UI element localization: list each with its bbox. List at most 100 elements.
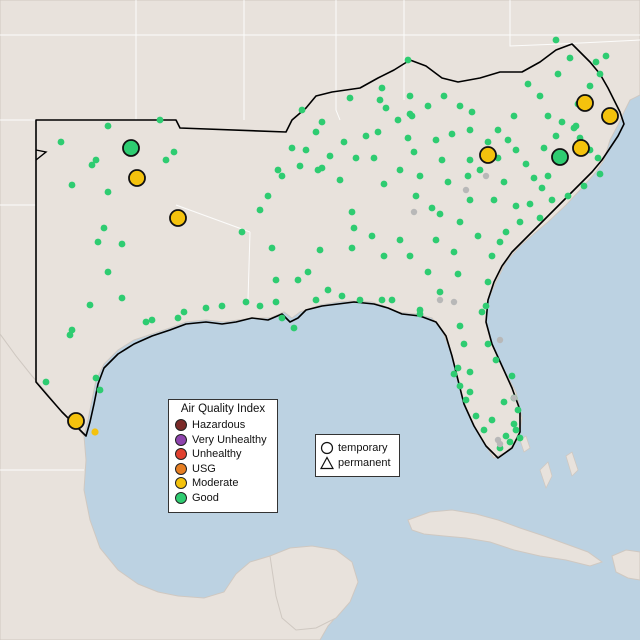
monitor-dot-good[interactable]	[57, 138, 65, 146]
temporary-monitor-moderate[interactable]	[479, 146, 497, 164]
monitor-dot-good[interactable]	[474, 232, 482, 240]
monitor-dot-good[interactable]	[288, 144, 296, 152]
monitor-dot-good[interactable]	[506, 438, 514, 446]
monitor-dot-good[interactable]	[494, 126, 502, 134]
monitor-dot-good[interactable]	[558, 118, 566, 126]
monitor-dot-good[interactable]	[356, 296, 364, 304]
monitor-dot-good[interactable]	[484, 278, 492, 286]
monitor-dot-no-data[interactable]	[496, 440, 504, 448]
monitor-dot-good[interactable]	[148, 316, 156, 324]
monitor-dot-good[interactable]	[456, 102, 464, 110]
monitor-dot-good[interactable]	[352, 154, 360, 162]
monitor-dot-good[interactable]	[312, 296, 320, 304]
monitor-dot-good[interactable]	[378, 84, 386, 92]
monitor-dot-good[interactable]	[68, 181, 76, 189]
monitor-dot-good[interactable]	[218, 302, 226, 310]
monitor-dot-good[interactable]	[424, 268, 432, 276]
monitor-dot-good[interactable]	[104, 188, 112, 196]
monitor-dot-no-data[interactable]	[496, 336, 504, 344]
temporary-monitor-moderate[interactable]	[572, 139, 590, 157]
monitor-dot-no-data[interactable]	[410, 208, 418, 216]
monitor-dot-good[interactable]	[592, 58, 600, 66]
monitor-dot-good[interactable]	[522, 160, 530, 168]
monitor-dot-good[interactable]	[566, 54, 574, 62]
monitor-dot-good[interactable]	[368, 232, 376, 240]
monitor-dot-good[interactable]	[424, 102, 432, 110]
monitor-dot-good[interactable]	[396, 236, 404, 244]
monitor-dot-good[interactable]	[464, 172, 472, 180]
monitor-dot-good[interactable]	[596, 70, 604, 78]
monitor-dot-good[interactable]	[416, 306, 424, 314]
monitor-dot-no-data[interactable]	[510, 394, 518, 402]
monitor-dot-good[interactable]	[436, 210, 444, 218]
monitor-dot-good[interactable]	[378, 296, 386, 304]
temporary-monitor-moderate[interactable]	[601, 107, 619, 125]
monitor-dot-good[interactable]	[510, 112, 518, 120]
monitor-dot-good[interactable]	[536, 214, 544, 222]
monitor-dot-good[interactable]	[500, 398, 508, 406]
temporary-monitor-moderate[interactable]	[576, 94, 594, 112]
monitor-dot-good[interactable]	[92, 156, 100, 164]
monitor-dot-good[interactable]	[404, 134, 412, 142]
monitor-dot-good[interactable]	[42, 378, 50, 386]
monitor-dot-good[interactable]	[538, 184, 546, 192]
monitor-dot-good[interactable]	[406, 92, 414, 100]
monitor-dot-good[interactable]	[530, 174, 538, 182]
monitor-dot-good[interactable]	[416, 172, 424, 180]
monitor-dot-good[interactable]	[554, 70, 562, 78]
monitor-dot-good[interactable]	[526, 200, 534, 208]
monitor-dot-good[interactable]	[454, 270, 462, 278]
temporary-monitor-moderate[interactable]	[128, 169, 146, 187]
monitor-dot-good[interactable]	[490, 196, 498, 204]
monitor-dot-good[interactable]	[376, 96, 384, 104]
monitor-dot-good[interactable]	[516, 218, 524, 226]
monitor-dot-good[interactable]	[454, 364, 462, 372]
monitor-dot-good[interactable]	[488, 416, 496, 424]
monitor-dot-good[interactable]	[444, 178, 452, 186]
monitor-dot-good[interactable]	[508, 372, 516, 380]
monitor-dot-good[interactable]	[544, 172, 552, 180]
monitor-dot-good[interactable]	[118, 294, 126, 302]
monitor-dot-good[interactable]	[298, 106, 306, 114]
monitor-dot-good[interactable]	[256, 206, 264, 214]
monitor-dot-good[interactable]	[256, 302, 264, 310]
monitor-dot-no-data[interactable]	[462, 186, 470, 194]
monitor-dot-good[interactable]	[502, 432, 510, 440]
monitor-dot-good[interactable]	[238, 228, 246, 236]
monitor-dot-good[interactable]	[318, 118, 326, 126]
monitor-dot-good[interactable]	[326, 152, 334, 160]
temporary-monitor-moderate[interactable]	[67, 412, 85, 430]
monitor-dot-good[interactable]	[580, 182, 588, 190]
monitor-dot-no-data[interactable]	[436, 296, 444, 304]
monitor-dot-good[interactable]	[278, 172, 286, 180]
monitor-dot-good[interactable]	[304, 268, 312, 276]
temporary-monitor-good[interactable]	[551, 148, 569, 166]
monitor-dot-good[interactable]	[272, 276, 280, 284]
monitor-dot-good[interactable]	[438, 156, 446, 164]
monitor-dot-good[interactable]	[66, 331, 74, 339]
monitor-dot-good[interactable]	[274, 166, 282, 174]
monitor-dot-no-data[interactable]	[450, 298, 458, 306]
monitor-dot-good[interactable]	[362, 132, 370, 140]
monitor-dot-good[interactable]	[314, 166, 322, 174]
monitor-dot-good[interactable]	[346, 94, 354, 102]
monitor-dot-good[interactable]	[340, 138, 348, 146]
monitor-dot-good[interactable]	[478, 308, 486, 316]
monitor-dot-good[interactable]	[440, 92, 448, 100]
monitor-dot-good[interactable]	[586, 82, 594, 90]
monitor-dot-good[interactable]	[456, 382, 464, 390]
monitor-dot-good[interactable]	[552, 36, 560, 44]
monitor-dot-good[interactable]	[492, 356, 500, 364]
monitor-dot-good[interactable]	[456, 322, 464, 330]
monitor-dot-good[interactable]	[406, 110, 414, 118]
monitor-dot-good[interactable]	[370, 154, 378, 162]
monitor-dot-good[interactable]	[296, 162, 304, 170]
monitor-dot-good[interactable]	[462, 396, 470, 404]
monitor-dot-good[interactable]	[484, 340, 492, 348]
monitor-dot-good[interactable]	[466, 126, 474, 134]
monitor-dot-good[interactable]	[100, 224, 108, 232]
monitor-dot-good[interactable]	[394, 116, 402, 124]
monitor-dot-good[interactable]	[548, 196, 556, 204]
monitor-dot-good[interactable]	[118, 240, 126, 248]
monitor-dot-good[interactable]	[142, 318, 150, 326]
